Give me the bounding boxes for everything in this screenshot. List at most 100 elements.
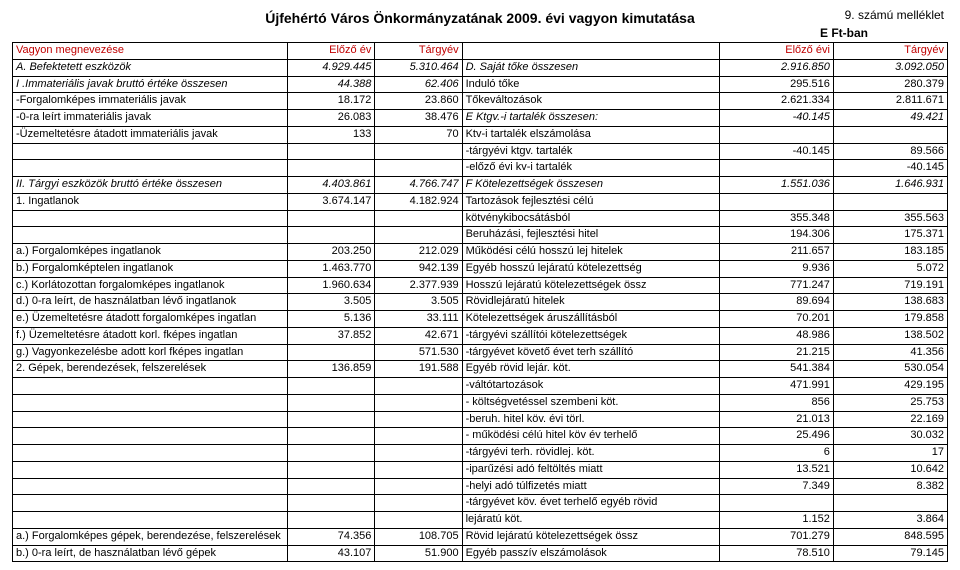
- cell-target-year: 4.182.924: [375, 193, 462, 210]
- table-row: -váltótartozások471.991429.195: [13, 378, 948, 395]
- cell-left-label: b.) 0-ra leírt, de használatban lévő gép…: [13, 545, 288, 562]
- cell-left-label: -0-ra leírt immateriális javak: [13, 110, 288, 127]
- cell-target-year2: 8.382: [833, 478, 947, 495]
- cell-target-year2: 175.371: [833, 227, 947, 244]
- cell-target-year2: 2.811.671: [833, 93, 947, 110]
- cell-prev-year: 136.859: [288, 361, 375, 378]
- cell-left-label: [13, 428, 288, 445]
- cell-target-year2: 179.858: [833, 311, 947, 328]
- cell-left-label: [13, 445, 288, 462]
- cell-prev-year: 4.929.445: [288, 59, 375, 76]
- cell-left-label: II. Tárgyi eszközök bruttó értéke összes…: [13, 177, 288, 194]
- cell-prev-year: [288, 378, 375, 395]
- cell-prev-year: [288, 445, 375, 462]
- cell-right-label: -tárgyévet köv. évet terhelő egyéb rövid: [462, 495, 719, 512]
- cell-prev-year: 43.107: [288, 545, 375, 562]
- cell-target-year2: 41.356: [833, 344, 947, 361]
- cell-prev-year2: 21.215: [719, 344, 833, 361]
- cell-prev-year: 4.403.861: [288, 177, 375, 194]
- cell-prev-year: 5.136: [288, 311, 375, 328]
- cell-target-year: 4.766.747: [375, 177, 462, 194]
- cell-target-year: [375, 394, 462, 411]
- cell-target-year2: 355.563: [833, 210, 947, 227]
- cell-target-year: [375, 160, 462, 177]
- cell-prev-year2: 856: [719, 394, 833, 411]
- table-row: d.) 0-ra leírt, de használatban lévő ing…: [13, 294, 948, 311]
- cell-target-year: 3.505: [375, 294, 462, 311]
- cell-left-label: a.) Forgalomképes ingatlanok: [13, 244, 288, 261]
- table-row: II. Tárgyi eszközök bruttó értéke összes…: [13, 177, 948, 194]
- cell-left-label: g.) Vagyonkezelésbe adott korl fképes in…: [13, 344, 288, 361]
- cell-prev-year2: 7.349: [719, 478, 833, 495]
- cell-target-year: 108.705: [375, 528, 462, 545]
- table-row: a.) Forgalomképes gépek, berendezése, fe…: [13, 528, 948, 545]
- cell-right-label: -előző évi kv-i tartalék: [462, 160, 719, 177]
- cell-prev-year2: 13.521: [719, 461, 833, 478]
- cell-target-year2: 429.195: [833, 378, 947, 395]
- cell-prev-year2: 21.013: [719, 411, 833, 428]
- table-row: - működési célú hitel köv év terhelő25.4…: [13, 428, 948, 445]
- cell-target-year: [375, 210, 462, 227]
- cell-target-year: [375, 227, 462, 244]
- cell-left-label: [13, 512, 288, 529]
- cell-target-year: 5.310.464: [375, 59, 462, 76]
- cell-target-year2: [833, 126, 947, 143]
- document-title: Újfehértó Város Önkormányzatának 2009. é…: [12, 8, 948, 26]
- cell-prev-year: [288, 495, 375, 512]
- cell-prev-year: [288, 143, 375, 160]
- cell-right-label: Tartozások fejlesztési célú: [462, 193, 719, 210]
- table-row: lejáratú köt.1.1523.864: [13, 512, 948, 529]
- cell-prev-year: [288, 160, 375, 177]
- col-left-label: Vagyon megnevezése: [13, 43, 288, 60]
- cell-target-year: 571.530: [375, 344, 462, 361]
- cell-target-year2: 3.092.050: [833, 59, 947, 76]
- col-target-year2: Tárgyév: [833, 43, 947, 60]
- cell-target-year2: 30.032: [833, 428, 947, 445]
- cell-target-year2: 49.421: [833, 110, 947, 127]
- cell-right-label: Egyéb rövid lejár. köt.: [462, 361, 719, 378]
- cell-target-year: [375, 378, 462, 395]
- cell-prev-year: 203.250: [288, 244, 375, 261]
- table-row: -beruh. hitel köv. évi törl.21.01322.169: [13, 411, 948, 428]
- cell-prev-year2: 295.516: [719, 76, 833, 93]
- cell-right-label: -tárgyévi ktgv. tartalék: [462, 143, 719, 160]
- cell-right-label: - költségvetéssel szembeni köt.: [462, 394, 719, 411]
- cell-target-year: 51.900: [375, 545, 462, 562]
- cell-target-year: 70: [375, 126, 462, 143]
- table-row: Beruházási, fejlesztési hitel194.306175.…: [13, 227, 948, 244]
- cell-prev-year: 1.960.634: [288, 277, 375, 294]
- table-row: c.) Korlátozottan forgalomképes ingatlan…: [13, 277, 948, 294]
- table-header-row: Vagyon megnevezése Előző év Tárgyév Előz…: [13, 43, 948, 60]
- cell-prev-year: [288, 512, 375, 529]
- cell-prev-year: 1.463.770: [288, 260, 375, 277]
- cell-prev-year2: 194.306: [719, 227, 833, 244]
- table-row: g.) Vagyonkezelésbe adott korl fképes in…: [13, 344, 948, 361]
- cell-left-label: 1. Ingatlanok: [13, 193, 288, 210]
- cell-right-label: - működési célú hitel köv év terhelő: [462, 428, 719, 445]
- cell-target-year2: 138.502: [833, 327, 947, 344]
- cell-target-year2: 5.072: [833, 260, 947, 277]
- cell-right-label: Működési célú hosszú lej hitelek: [462, 244, 719, 261]
- cell-prev-year: [288, 411, 375, 428]
- table-row: -tárgyévi ktgv. tartalék-40.14589.566: [13, 143, 948, 160]
- cell-prev-year: [288, 210, 375, 227]
- cell-right-label: -beruh. hitel köv. évi törl.: [462, 411, 719, 428]
- table-row: f.) Üzemeltetésre átadott korl. fképes i…: [13, 327, 948, 344]
- cell-left-label: d.) 0-ra leírt, de használatban lévő ing…: [13, 294, 288, 311]
- cell-target-year: 942.139: [375, 260, 462, 277]
- cell-target-year2: 17: [833, 445, 947, 462]
- cell-right-label: E Ktgv.-i tartalék összesen:: [462, 110, 719, 127]
- cell-prev-year: 133: [288, 126, 375, 143]
- table-row: e.) Üzemeltetésre átadott forgalomképes …: [13, 311, 948, 328]
- cell-target-year: [375, 428, 462, 445]
- table-row: -Forgalomképes immateriális javak18.1722…: [13, 93, 948, 110]
- cell-right-label: lejáratú köt.: [462, 512, 719, 529]
- cell-prev-year: 37.852: [288, 327, 375, 344]
- col-right-label: [462, 43, 719, 60]
- cell-prev-year: 18.172: [288, 93, 375, 110]
- cell-left-label: [13, 495, 288, 512]
- cell-prev-year: [288, 227, 375, 244]
- table-row: 2. Gépek, berendezések, felszerelések136…: [13, 361, 948, 378]
- cell-target-year2: 138.683: [833, 294, 947, 311]
- cell-prev-year2: [719, 160, 833, 177]
